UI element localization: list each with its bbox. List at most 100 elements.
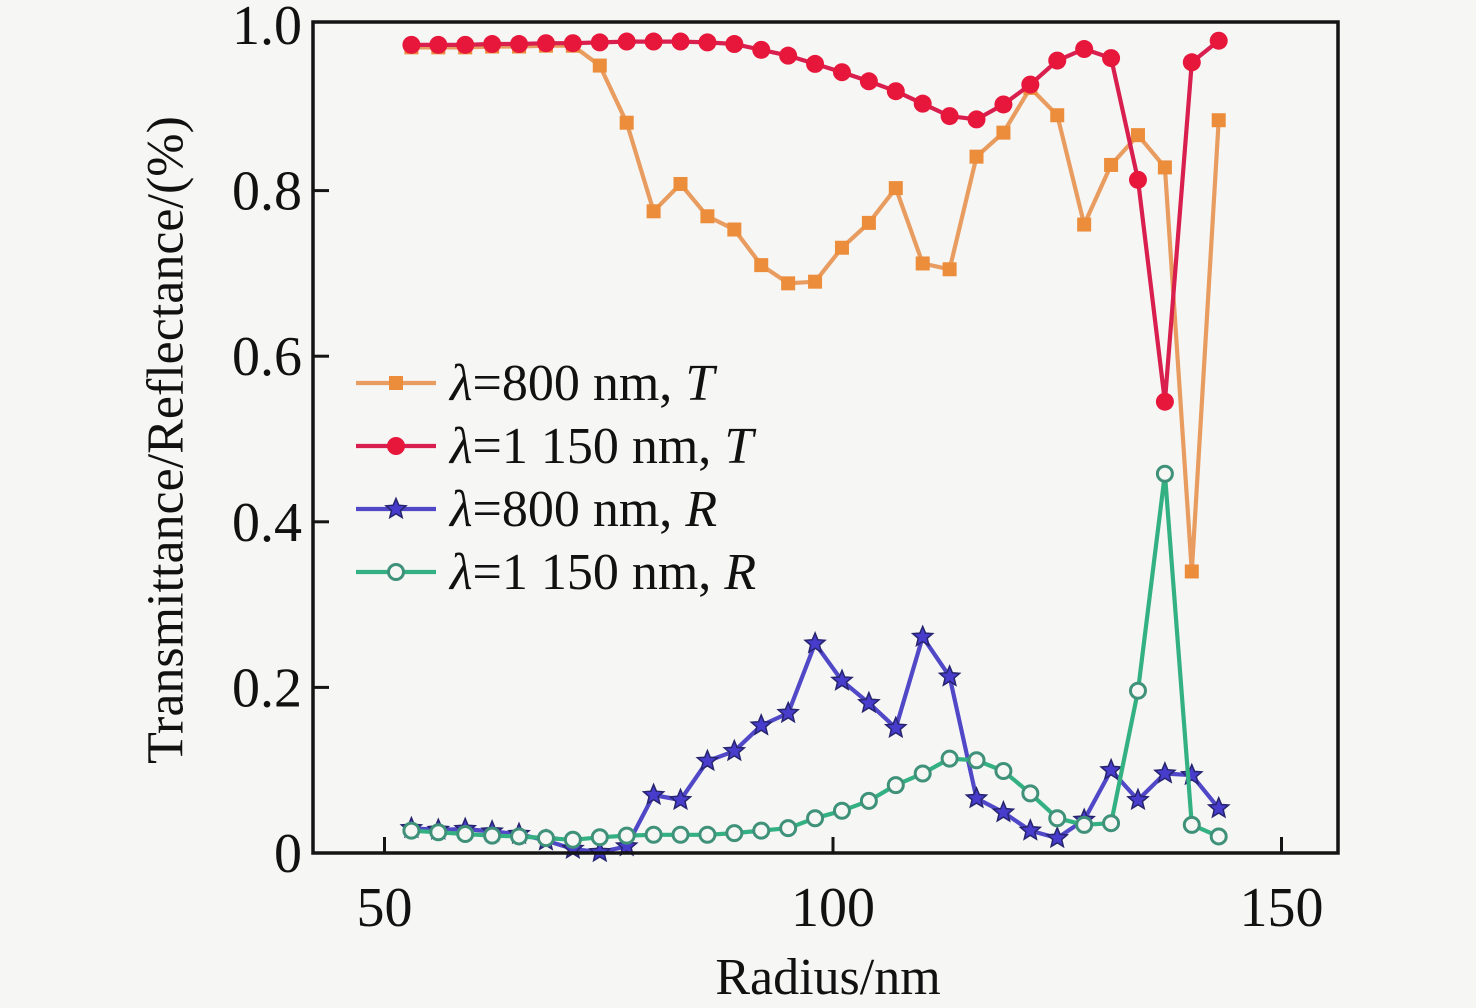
series-marker-1150nm-R [1155,464,1174,483]
series-marker-1150nm-R [940,749,959,768]
y-axis-title: Transmittance/Reflectance/(%) [137,116,195,764]
series-marker-1150nm-T [429,35,448,54]
series-marker-1150nm-R [644,825,663,844]
series-marker-800nm-T [1157,160,1172,175]
series-marker-1150nm-T [1048,51,1067,70]
series-marker-800nm-T [834,240,849,255]
x-axis-tick-label: 50 [357,877,413,939]
series-marker-800nm-R [857,690,881,714]
series-marker-1150nm-T [752,40,771,59]
series-marker-800nm-R [910,624,935,647]
legend-swatch-marker-1150nm-T [387,437,405,455]
plot-frame [311,20,1340,855]
series-marker-1150nm-T [967,110,986,129]
series-marker-800nm-R [1018,818,1043,841]
series-marker-1150nm-R [402,821,421,840]
series-marker-800nm-R [749,713,774,736]
series-marker-1150nm-T [698,33,717,52]
series-marker-1150nm-R [1182,815,1201,834]
series-marker-1150nm-R [510,827,529,846]
series-marker-800nm-T [1184,564,1199,579]
series-marker-1150nm-T [536,34,555,53]
series-marker-800nm-T [619,115,634,130]
series-marker-1150nm-R [1075,815,1094,834]
series-marker-800nm-R [830,668,854,691]
x-axis-tick-label: 100 [791,877,875,939]
series-marker-800nm-R [991,799,1016,823]
series-marker-800nm-R [587,839,612,863]
series-marker-1150nm-R [1021,784,1040,803]
series-marker-800nm-T [808,274,823,289]
series-marker-1150nm-T [617,32,636,51]
series-marker-1150nm-T [483,35,502,54]
series-marker-800nm-R [964,785,989,809]
series-marker-1150nm-T [1021,75,1040,94]
series-marker-1150nm-R [1209,827,1228,846]
series-marker-1150nm-T [644,32,663,51]
series-marker-1150nm-R [886,776,905,795]
series-marker-1150nm-R [725,824,744,843]
series-marker-800nm-T [888,181,903,196]
series-marker-1150nm-R [967,751,986,770]
series-marker-800nm-R [695,748,720,772]
series-marker-800nm-R [1045,825,1070,849]
legend-label-800nm-T: λ=800 nm, T [448,355,717,412]
series-marker-1150nm-T [994,95,1013,114]
series-marker-800nm-T [754,258,769,273]
series-marker-800nm-T [1050,108,1065,123]
series-marker-1150nm-R [859,791,878,810]
series-marker-800nm-T [1077,217,1092,232]
series-marker-800nm-R [668,787,693,811]
series-marker-1150nm-T [725,35,744,54]
series-marker-1150nm-T [1155,392,1174,411]
legend-label-1150nm-T: λ=1 150 nm, T [448,418,756,475]
series-marker-800nm-R [883,715,908,739]
series-marker-1150nm-T [590,33,609,52]
series-marker-1150nm-T [779,46,798,65]
series-marker-1150nm-R [832,801,851,820]
x-axis-title: Radius/nm [715,949,941,1006]
series-marker-800nm-T [646,204,661,219]
series-marker-800nm-R [722,738,747,762]
series-marker-800nm-T [727,222,742,237]
series-marker-1150nm-T [1075,40,1094,59]
series-marker-800nm-R [1206,795,1231,819]
series-marker-1150nm-T [940,107,959,126]
y-axis-tick-label: 0.6 [232,326,302,388]
series-marker-800nm-T [673,176,688,191]
series-marker-800nm-T [996,125,1011,140]
series-marker-1150nm-R [806,809,825,828]
series-marker-1150nm-T [1128,170,1147,189]
series-marker-800nm-T [969,149,984,164]
y-axis-tick-label: 0.2 [232,657,302,719]
series-marker-800nm-T [1130,128,1145,143]
series-marker-1150nm-T [510,35,529,54]
series-marker-1150nm-R [483,826,502,845]
series-marker-800nm-T [861,215,876,230]
series-marker-1150nm-T [1182,53,1201,72]
series-marker-1150nm-R [994,762,1013,781]
series-marker-1150nm-T [671,32,690,51]
series-marker-800nm-R [1126,787,1150,811]
series-marker-1150nm-T [832,63,851,82]
series-marker-1150nm-T [806,54,825,73]
legend-swatch-marker-800nm-T [389,376,403,390]
series-marker-1150nm-R [429,823,448,842]
series-marker-800nm-R [1099,757,1123,781]
series-marker-800nm-T [592,58,607,73]
series-marker-800nm-R [937,664,962,687]
x-axis-tick-label: 150 [1240,877,1324,939]
series-marker-800nm-T [700,209,715,224]
series-marker-800nm-T [942,262,957,277]
legend-swatch-marker-800nm-R [384,496,408,520]
series-marker-1150nm-T [402,35,421,54]
series-marker-1150nm-T [563,34,582,53]
series-marker-1150nm-R [536,829,555,848]
series-marker-1150nm-R [590,828,609,847]
series-line-1150nm-T [411,39,1221,404]
legend-label-800nm-R: λ=800 nm, R [448,481,717,538]
series-marker-1150nm-T [859,72,878,91]
series-marker-800nm-R [641,782,666,806]
series-marker-1150nm-T [456,35,475,54]
